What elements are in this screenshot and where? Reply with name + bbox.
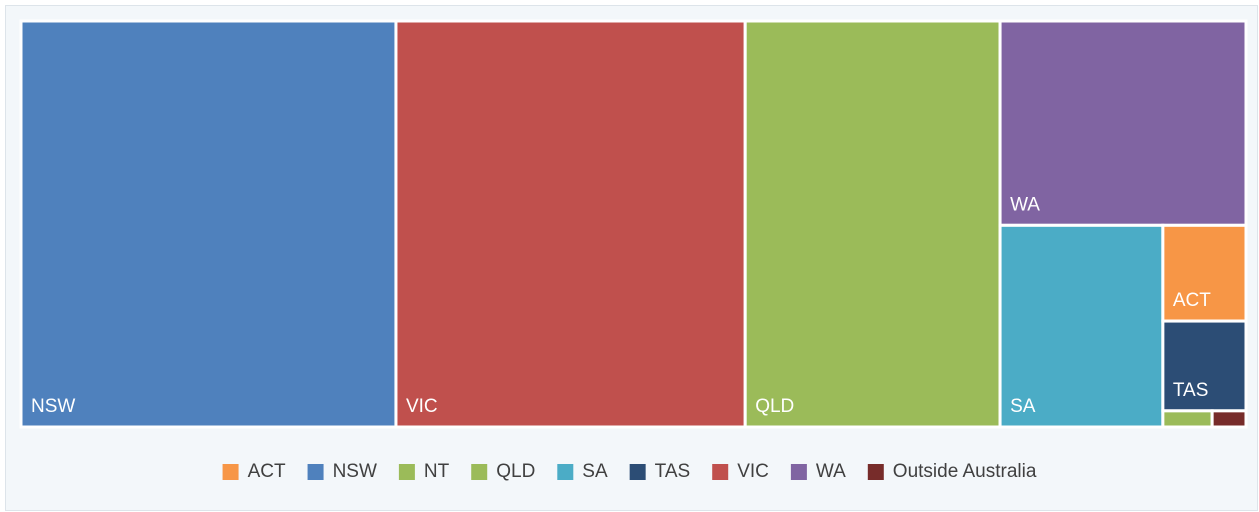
tile-label: QLD — [755, 396, 794, 417]
legend-label: WA — [816, 461, 846, 482]
legend-swatch — [557, 464, 574, 480]
legend-swatch — [398, 464, 415, 480]
tile-label: VIC — [406, 396, 438, 417]
legend-label: VIC — [737, 461, 769, 482]
tile-label: ACT — [1173, 290, 1211, 311]
legend-label: TAS — [655, 461, 691, 482]
tile — [1210, 409, 1248, 429]
tile — [998, 19, 1248, 227]
legend-swatch — [307, 464, 324, 480]
legend-swatch — [867, 464, 884, 480]
tile — [394, 19, 747, 429]
tile — [743, 19, 1002, 429]
tile-label: WA — [1010, 194, 1040, 215]
legend-label: NT — [424, 461, 450, 482]
legend-label: Outside Australia — [893, 461, 1037, 482]
legend-swatch — [471, 464, 488, 480]
legend-label: ACT — [248, 461, 286, 482]
legend-label: SA — [582, 461, 608, 482]
legend-swatch — [222, 464, 239, 480]
legend-swatch — [629, 464, 646, 480]
legend-label: NSW — [333, 461, 377, 482]
tile — [19, 19, 398, 429]
tile-label: NSW — [31, 396, 75, 417]
legend-swatch — [712, 464, 729, 480]
legend-swatch — [790, 464, 807, 480]
tile-label: TAS — [1173, 380, 1209, 401]
tile — [1161, 409, 1214, 429]
tile — [1161, 223, 1248, 323]
tile — [998, 223, 1165, 429]
tile-label: SA — [1010, 396, 1036, 417]
legend-label: QLD — [496, 461, 535, 482]
